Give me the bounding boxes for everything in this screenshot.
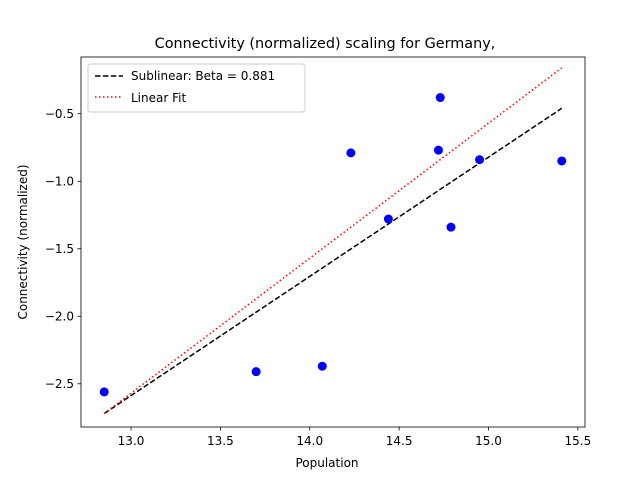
data-point — [383, 214, 393, 224]
y-tick-label: −0.5 — [45, 107, 74, 121]
data-point — [317, 361, 327, 371]
x-tick-label: 15.0 — [475, 434, 502, 448]
y-axis-label: Connectivity (normalized) — [16, 164, 30, 319]
data-point — [99, 387, 109, 397]
data-point — [435, 93, 445, 103]
plot-area — [81, 57, 585, 427]
legend-label-sublinear: Sublinear: Beta = 0.881 — [131, 69, 275, 83]
data-point — [251, 367, 261, 377]
scatter-points — [99, 93, 567, 397]
series-line-0 — [103, 107, 563, 415]
y-tick-label: −2.0 — [45, 309, 74, 323]
chart-title: Connectivity (normalized) scaling for Ge… — [155, 36, 496, 52]
data-point — [475, 155, 485, 165]
x-axis-label: Population — [295, 456, 358, 470]
x-axis-ticks: 13.0 13.5 14.0 14.5 15.0 15.5 — [118, 427, 591, 448]
legend-box — [87, 63, 306, 113]
x-tick-label: 13.5 — [207, 434, 234, 448]
plot-frame — [80, 56, 586, 428]
data-point — [557, 156, 567, 166]
x-tick-label: 14.0 — [296, 434, 323, 448]
y-tick-label: −1.5 — [45, 242, 74, 256]
x-tick-label: 13.0 — [118, 434, 145, 448]
x-tick-label: 14.5 — [386, 434, 413, 448]
x-tick-label: 15.5 — [564, 434, 591, 448]
data-point — [346, 148, 356, 158]
y-axis-ticks: −2.5 −2.0 −1.5 −1.0 −0.5 — [45, 107, 81, 391]
fit-lines — [103, 67, 563, 415]
legend: Sublinear: Beta = 0.881 Linear Fit — [87, 63, 306, 113]
legend-label-linear-fit: Linear Fit — [131, 91, 186, 105]
data-point — [446, 222, 456, 232]
y-tick-label: −2.5 — [45, 377, 74, 391]
data-point — [433, 145, 443, 155]
y-tick-label: −1.0 — [45, 174, 74, 188]
